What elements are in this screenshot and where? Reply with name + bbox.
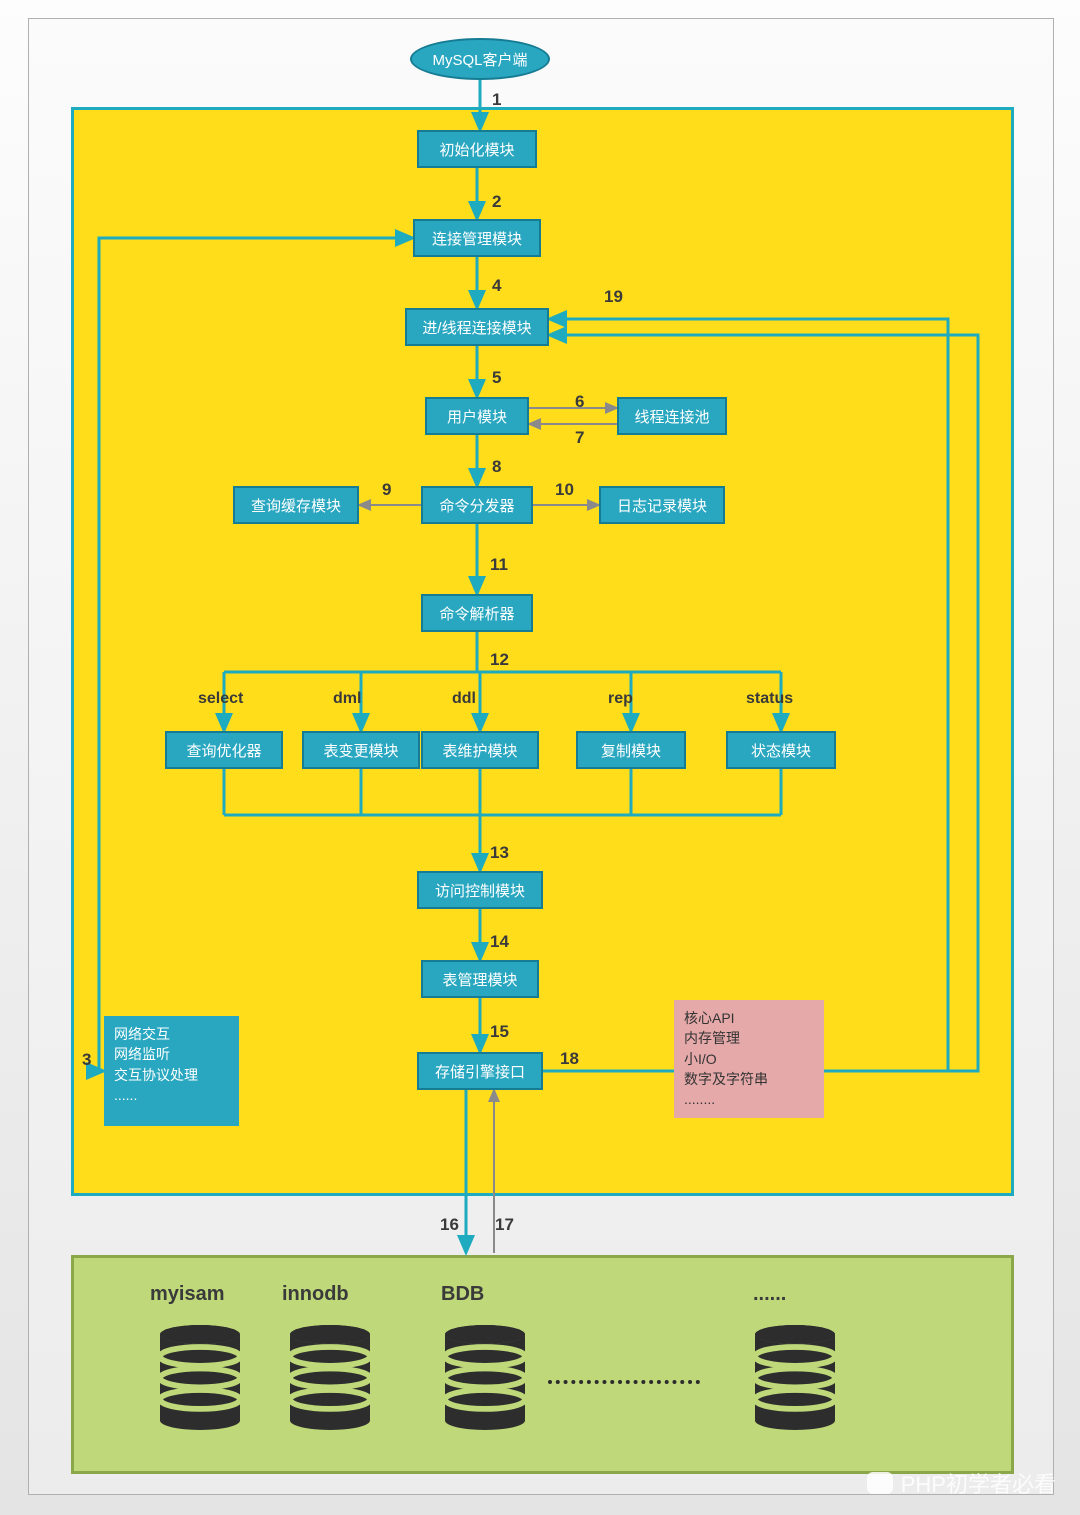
node-user: 用户模块 [425, 397, 529, 435]
node-cache: 查询缓存模块 [233, 486, 359, 524]
edge-label-12: 12 [490, 650, 509, 670]
node-dispatch: 命令分发器 [421, 486, 533, 524]
db-icon-3 [755, 1325, 835, 1430]
edge-label-5: 5 [492, 368, 501, 388]
node-status: 状态模块 [726, 731, 836, 769]
node-access: 访问控制模块 [417, 871, 543, 909]
node-thread: 进/线程连接模块 [405, 308, 549, 346]
node-dml: 表变更模块 [302, 731, 420, 769]
edge-label-19: 19 [604, 287, 623, 307]
db-icon-0 [160, 1325, 240, 1430]
db-label-0: myisam [150, 1283, 225, 1306]
node-ddl: 表维护模块 [421, 731, 539, 769]
node-parser: 命令解析器 [421, 594, 533, 632]
watermark: PHP初学者必看 [867, 1467, 1056, 1499]
db-ellipsis-dots [548, 1380, 700, 1384]
db-icon-1 [290, 1325, 370, 1430]
branch-label-rep: rep [608, 690, 633, 708]
edge-label-11: 11 [490, 555, 508, 575]
edge-label-6: 6 [575, 392, 584, 412]
edge-label-13: 13 [490, 843, 509, 863]
db-label-1: innodb [282, 1283, 349, 1306]
edge-label-8: 8 [492, 457, 501, 477]
edge-label-3: 3 [82, 1050, 91, 1070]
note-pink: 核心API 内存管理 小I/O 数字及字符串 ........ [674, 1000, 824, 1118]
edge-label-9: 9 [382, 480, 391, 500]
edge-label-17: 17 [495, 1215, 514, 1235]
node-tbl_mgr: 表管理模块 [421, 960, 539, 998]
db-label-2: BDB [441, 1283, 484, 1306]
db-label-3: ...... [753, 1283, 786, 1306]
node-engine: 存储引擎接口 [417, 1052, 543, 1090]
edge-label-1: 1 [492, 90, 501, 110]
edge-label-4: 4 [492, 276, 501, 296]
branch-label-ddl: ddl [452, 690, 476, 708]
edge-label-14: 14 [490, 932, 509, 952]
node-rep: 复制模块 [576, 731, 686, 769]
edge-label-18: 18 [560, 1049, 579, 1069]
db-icon-2 [445, 1325, 525, 1430]
branch-label-dml: dml [333, 690, 361, 708]
node-client: MySQL客户端 [410, 38, 550, 80]
branch-label-select: select [198, 690, 243, 708]
note-blue: 网络交互 网络监听 交互协议处理 ...... [104, 1016, 239, 1126]
edge-label-15: 15 [490, 1022, 509, 1042]
edge-label-2: 2 [492, 192, 501, 212]
node-pool: 线程连接池 [617, 397, 727, 435]
node-conn_mgr: 连接管理模块 [413, 219, 541, 257]
node-log: 日志记录模块 [599, 486, 725, 524]
edge-label-10: 10 [555, 480, 574, 500]
wechat-icon [867, 1472, 893, 1494]
node-opt: 查询优化器 [165, 731, 283, 769]
node-init: 初始化模块 [417, 130, 537, 168]
edge-label-7: 7 [575, 428, 584, 448]
watermark-text: PHP初学者必看 [901, 1467, 1056, 1499]
branch-label-status: status [746, 690, 793, 708]
edge-label-16: 16 [440, 1215, 459, 1235]
